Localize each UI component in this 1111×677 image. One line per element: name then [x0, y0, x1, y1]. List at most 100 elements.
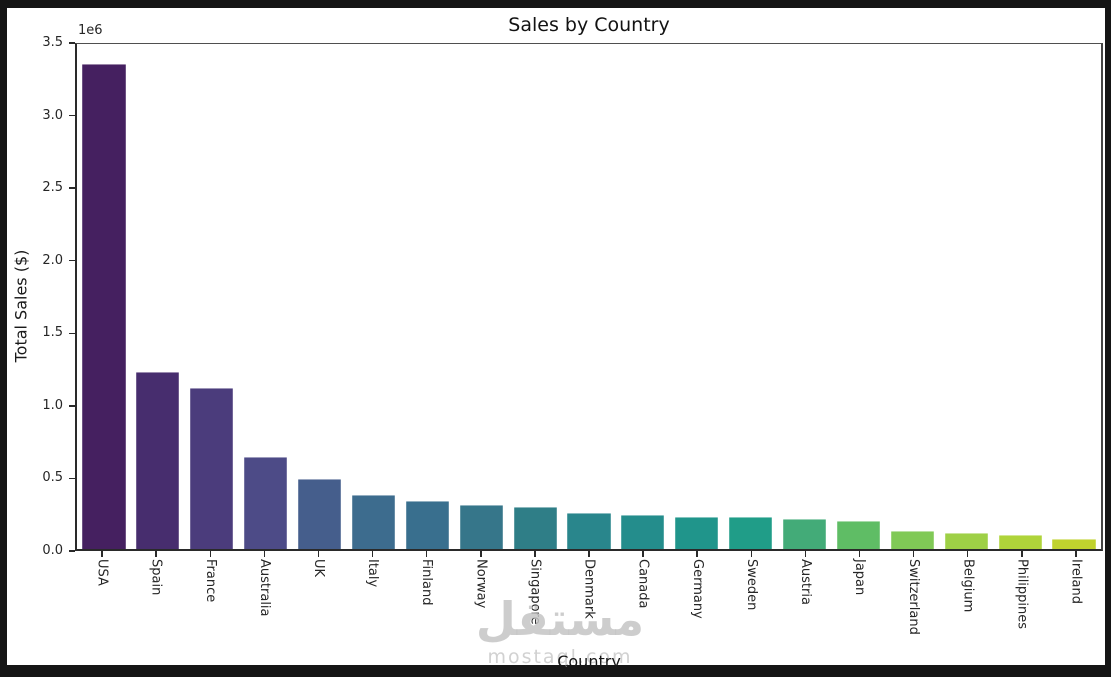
- x-tick-slot: Denmark: [562, 559, 616, 635]
- bar-finland: [405, 501, 449, 549]
- x-tick-mark: [1075, 551, 1077, 557]
- x-tick-slot: Japan: [833, 559, 887, 635]
- x-tick-mark: [425, 551, 428, 557]
- y-tick-label: 0.0: [42, 543, 63, 558]
- y-tick-mark: [69, 332, 75, 335]
- x-tick-mark: [966, 551, 969, 557]
- bar-slot: [131, 44, 185, 549]
- x-tick-mark: [101, 551, 103, 557]
- y-tick-label: 1.5: [42, 325, 63, 341]
- y-tick-label: 2.0: [42, 252, 63, 268]
- bar-slot: [778, 44, 832, 549]
- x-tick-mark: [209, 551, 211, 557]
- bar-spain: [136, 372, 180, 549]
- bar-usa: [82, 64, 126, 549]
- bar-slot: [239, 44, 293, 549]
- y-axis-offset-label: 1e6: [78, 23, 103, 38]
- bar-slot: [508, 44, 562, 549]
- bar-slot: [670, 44, 724, 549]
- x-tick-slot: Singapore: [508, 559, 562, 635]
- x-tick-slot: USA: [75, 559, 129, 635]
- x-tick-label: Philippines: [1014, 559, 1030, 630]
- y-tick-label: 2.5: [42, 180, 63, 196]
- x-tick-label: Switzerland: [906, 559, 922, 635]
- bar-slot: [77, 44, 131, 549]
- bar-switzerland: [890, 530, 934, 549]
- plot-area: [75, 43, 1103, 551]
- x-tick-label: Spain: [148, 559, 164, 596]
- x-tick-slot: Canada: [616, 559, 670, 635]
- x-tick-slot: Switzerland: [887, 559, 941, 635]
- x-tick-mark: [263, 551, 266, 557]
- y-tick-mark: [69, 405, 75, 407]
- bar-ireland: [1052, 539, 1096, 549]
- bar-slot: [993, 44, 1047, 549]
- bar-slot: [185, 44, 239, 549]
- bar-france: [190, 388, 234, 549]
- x-tick-slot: Australia: [237, 559, 291, 635]
- x-tick-mark: [155, 551, 157, 557]
- x-tick-mark: [371, 551, 374, 557]
- y-tick-label: 1.0: [42, 397, 63, 413]
- bar-slot: [562, 44, 616, 549]
- chart-figure: Sales by Country 1e6 Total Sales ($) USA…: [7, 8, 1105, 671]
- x-tick-label: Ireland: [1068, 559, 1084, 604]
- bar-denmark: [567, 513, 611, 549]
- x-tick-mark: [317, 551, 320, 557]
- x-tick-label: Canada: [635, 559, 651, 609]
- chart-title: Sales by Country: [508, 14, 670, 36]
- bar-sweden: [729, 517, 773, 549]
- x-tick-slot: Finland: [400, 559, 454, 635]
- x-tick-label: Germany: [689, 559, 705, 619]
- x-tick-mark: [750, 551, 753, 557]
- y-tick-mark: [69, 477, 75, 480]
- bar-belgium: [944, 532, 988, 549]
- x-tick-label: Norway: [473, 559, 489, 609]
- x-tick-label: Australia: [256, 559, 272, 617]
- bar-slot: [454, 44, 508, 549]
- y-tick-mark: [69, 550, 75, 552]
- y-tick-label: 3.5: [42, 35, 63, 50]
- bar-slot: [885, 44, 939, 549]
- x-tick-slot: Belgium: [941, 559, 995, 635]
- watermark-site: mostaql.com: [487, 646, 633, 668]
- bar-slot: [346, 44, 400, 549]
- x-tick-slot: Italy: [346, 559, 400, 635]
- x-tick-label: Belgium: [960, 559, 976, 613]
- bar-germany: [675, 516, 719, 549]
- x-tick-label: Finland: [419, 559, 435, 606]
- bar-slot: [939, 44, 993, 549]
- x-tick-mark: [480, 551, 482, 557]
- x-tick-mark: [804, 551, 807, 557]
- x-tick-label: Denmark: [581, 559, 597, 619]
- bar-australia: [244, 457, 288, 549]
- bars-container: [77, 44, 1101, 549]
- x-tick-labels: USA Spain France Australia UK Italy Finland Nor…: [75, 559, 1103, 635]
- x-tick-label: USA: [94, 559, 110, 586]
- x-tick-slot: UK: [291, 559, 345, 635]
- x-tick-slot: Spain: [129, 559, 183, 635]
- x-tick-mark: [1021, 551, 1023, 557]
- y-tick-mark: [69, 114, 75, 117]
- bar-slot: [293, 44, 347, 549]
- x-tick-slot: Germany: [670, 559, 724, 635]
- x-axis-label: Country: [557, 652, 621, 671]
- y-tick-mark: [69, 187, 75, 189]
- bar-uk: [297, 479, 342, 549]
- x-tick-slot: France: [183, 559, 237, 635]
- x-tick-label: Japan: [852, 559, 868, 596]
- bar-canada: [621, 515, 665, 549]
- bar-slot: [616, 44, 670, 549]
- x-tick-mark: [696, 551, 698, 557]
- x-tick-label: Sweden: [743, 559, 759, 611]
- bar-japan: [836, 521, 880, 549]
- bar-singapore: [513, 506, 557, 549]
- bar-slot: [831, 44, 885, 549]
- bar-slot: [1047, 44, 1101, 549]
- x-tick-label: Austria: [797, 559, 813, 605]
- y-tick-mark: [69, 42, 75, 44]
- x-tick-slot: Philippines: [995, 559, 1049, 635]
- x-tick-label: France: [202, 559, 218, 603]
- y-tick-label: 0.5: [42, 470, 63, 486]
